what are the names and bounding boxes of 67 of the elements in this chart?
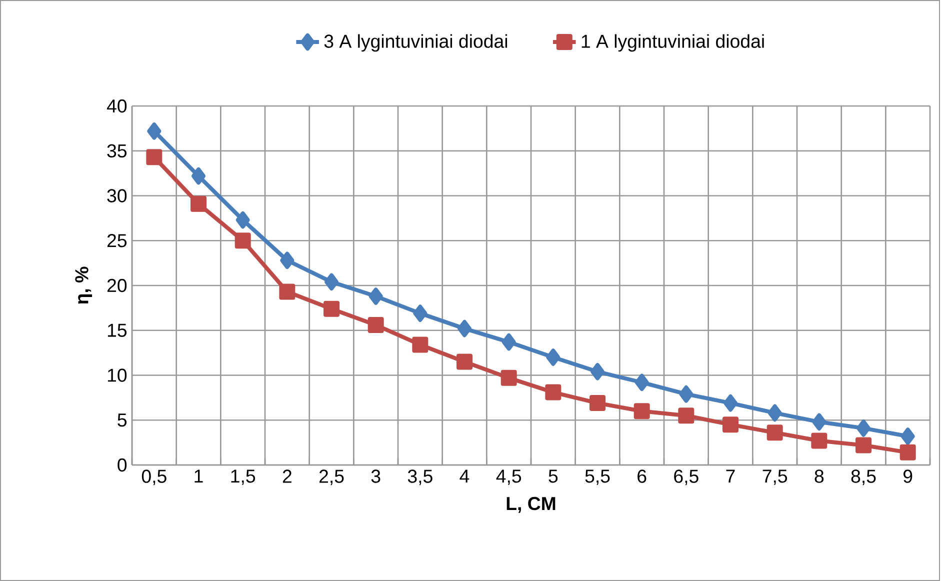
point [190, 196, 207, 212]
point [679, 385, 694, 403]
x-tick-label: 8,5 [851, 470, 876, 486]
y-tick-label: 25 [107, 234, 127, 248]
y-axis-title: η, % [75, 266, 92, 304]
point [456, 354, 473, 370]
x-tick-label: 4,5 [496, 470, 522, 485]
point [500, 370, 517, 386]
point [900, 444, 916, 460]
point [279, 284, 296, 300]
x-axis-title: L, CM [506, 496, 556, 513]
point [766, 424, 783, 441]
x-tick-label: 5 [548, 470, 558, 483]
x-tick-label: 1,5 [231, 470, 256, 485]
point [856, 420, 870, 437]
point [724, 394, 738, 412]
y-tick-label: 35 [107, 144, 127, 158]
y-tick-label: 20 [107, 278, 127, 292]
point [811, 432, 828, 449]
point [768, 404, 782, 422]
y-tick-label: 5 [118, 414, 127, 427]
point [368, 316, 384, 333]
point [324, 300, 340, 317]
x-tick-label: 4 [460, 470, 470, 483]
point [458, 320, 472, 338]
y-tick-label: 40 [106, 99, 127, 113]
point [678, 408, 694, 424]
x-tick-label: 6,5 [674, 470, 698, 486]
x-tick-label: 7,5 [762, 470, 788, 485]
x-tick-label: 2,5 [319, 470, 344, 486]
legend-label: 3 A lygintuviniai diodai [324, 34, 508, 52]
point [634, 374, 649, 392]
point [856, 437, 872, 454]
point [280, 252, 294, 270]
y-tick-label: 0 [118, 458, 127, 472]
point [722, 416, 738, 433]
point [590, 362, 605, 380]
point [192, 167, 206, 185]
point [234, 232, 251, 249]
point [812, 413, 826, 431]
point [147, 122, 162, 140]
point [900, 428, 915, 445]
x-tick-label: 5,5 [585, 470, 610, 485]
y-tick-label: 15 [108, 324, 127, 337]
x-tick-label: 2 [282, 470, 292, 483]
x-tick-label: 6 [638, 470, 646, 483]
x-tick-label: 9 [904, 470, 912, 483]
legend-label: 1 A lygintuviniai diodai [582, 34, 764, 52]
point [590, 395, 606, 412]
x-tick-label: 0,5 [142, 470, 166, 486]
point [502, 333, 516, 351]
point [146, 149, 162, 166]
point [545, 384, 562, 400]
x-tick-label: 3 [371, 470, 380, 483]
x-tick-label: 1 [194, 470, 203, 483]
point [546, 348, 560, 366]
point [236, 211, 250, 229]
point [412, 336, 428, 353]
y-tick-label: 10 [108, 368, 127, 382]
x-tick-label: 7 [726, 470, 735, 483]
y-tick-label: 30 [107, 189, 127, 202]
point [413, 304, 428, 322]
point [368, 288, 383, 305]
x-tick-label: 3,5 [408, 470, 432, 486]
point [634, 403, 650, 420]
point [324, 273, 339, 291]
x-tick-label: 8 [814, 470, 824, 483]
